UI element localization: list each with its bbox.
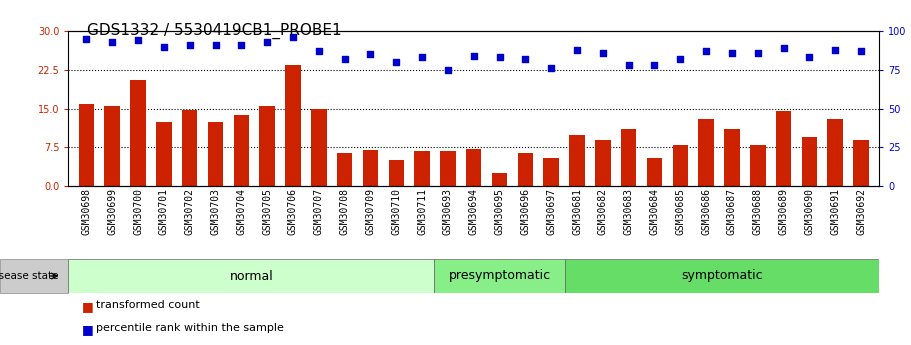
Point [596, 50, 610, 56]
Point [131, 38, 146, 43]
Point [802, 55, 816, 60]
Text: ■: ■ [82, 323, 94, 336]
Bar [647, 158, 662, 186]
Bar [285, 65, 301, 186]
Bar [156, 122, 171, 186]
Bar [776, 111, 792, 186]
Text: disease state: disease state [0, 271, 58, 281]
Bar [595, 140, 610, 186]
Bar [182, 110, 198, 186]
Text: symptomatic: symptomatic [681, 269, 763, 283]
Bar [724, 129, 740, 186]
Bar [130, 80, 146, 186]
Bar [466, 149, 482, 186]
Bar [337, 152, 353, 186]
Text: GDS1332 / 5530419CB1_PROBE1: GDS1332 / 5530419CB1_PROBE1 [87, 22, 342, 39]
Bar [827, 119, 843, 186]
Text: ■: ■ [82, 300, 94, 313]
Point [182, 42, 197, 48]
Text: normal: normal [230, 269, 273, 283]
Point [518, 56, 533, 62]
Point [776, 45, 791, 51]
Bar [672, 145, 688, 186]
Bar [492, 173, 507, 186]
Point [389, 59, 404, 65]
Bar [750, 145, 765, 186]
Bar [78, 104, 94, 186]
Point [466, 53, 481, 59]
Text: transformed count: transformed count [96, 300, 200, 310]
Bar [699, 119, 714, 186]
Point [441, 67, 456, 73]
Point [492, 55, 507, 60]
Bar [517, 152, 533, 186]
Point [699, 49, 713, 54]
Bar [435, 259, 565, 293]
Point [673, 56, 688, 62]
Bar [233, 115, 249, 186]
Point [79, 36, 94, 42]
Point [234, 42, 249, 48]
Bar [854, 140, 869, 186]
Point [569, 47, 584, 52]
Point [854, 49, 868, 54]
Point [647, 62, 661, 68]
Point [751, 50, 765, 56]
Bar [68, 259, 435, 293]
Bar [208, 122, 223, 186]
Bar [311, 109, 326, 186]
Bar [621, 129, 637, 186]
Bar [544, 158, 559, 186]
Point [105, 39, 119, 45]
Bar [565, 259, 879, 293]
Point [337, 56, 352, 62]
Point [724, 50, 739, 56]
Bar [388, 160, 404, 186]
Point [286, 34, 301, 40]
Bar [105, 106, 120, 186]
Bar [569, 135, 585, 186]
Point [544, 66, 558, 71]
Bar [363, 150, 378, 186]
Point [828, 47, 843, 52]
Bar [260, 106, 275, 186]
Point [157, 44, 171, 49]
Bar [440, 151, 456, 186]
Point [260, 39, 274, 45]
Bar [802, 137, 817, 186]
Bar [415, 151, 430, 186]
Point [312, 49, 326, 54]
Point [209, 42, 223, 48]
Point [621, 62, 636, 68]
Point [415, 55, 429, 60]
Point [363, 51, 378, 57]
Text: percentile rank within the sample: percentile rank within the sample [96, 323, 283, 333]
Text: presymptomatic: presymptomatic [449, 269, 551, 283]
